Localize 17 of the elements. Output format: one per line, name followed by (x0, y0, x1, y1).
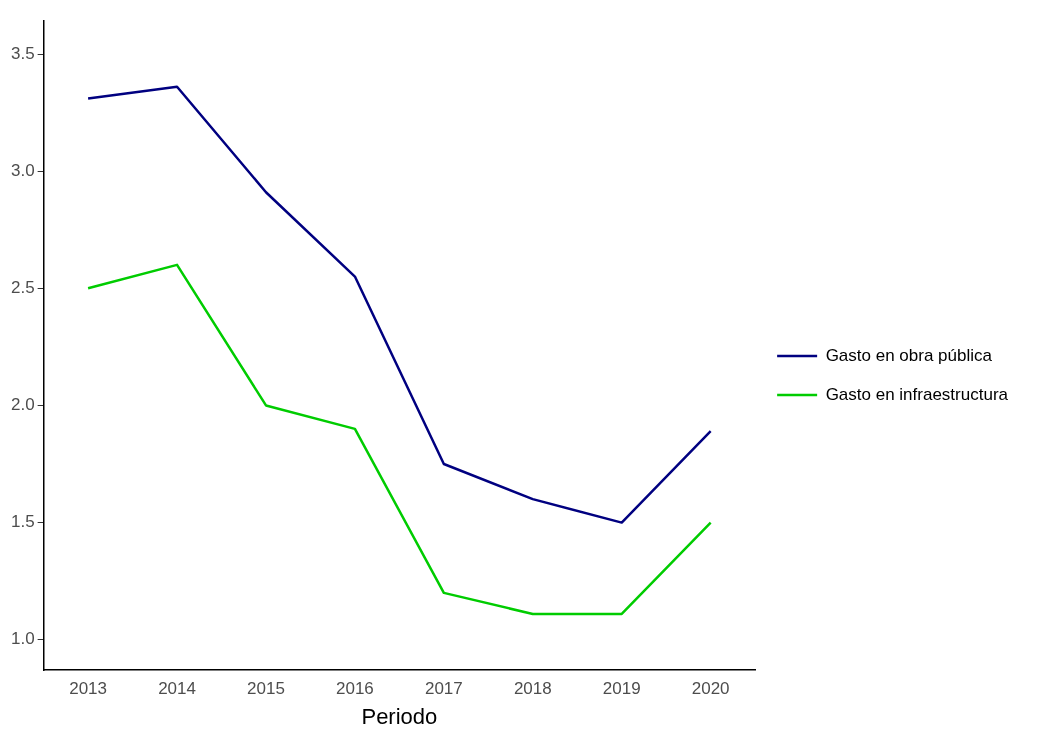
x-tick-label: 2014 (158, 679, 196, 699)
y-tick-label: 3.5 (10, 43, 35, 63)
y-tick-label: 2.5 (10, 277, 35, 297)
legend-label: Gasto en obra pública (825, 345, 993, 365)
x-tick-label: 2016 (336, 679, 374, 699)
x-tick-label: 2013 (69, 679, 108, 699)
x-tick-label: 2019 (602, 679, 641, 699)
y-tick-label: 3.0 (10, 160, 35, 180)
y-tick-label: 1.5 (10, 512, 35, 532)
x-tick-label: 2020 (691, 679, 730, 699)
y-tick-label: 1.0 (10, 629, 35, 649)
y-tick-label: 2.0 (10, 395, 35, 415)
x-tick-label: 2018 (513, 679, 552, 699)
x-tick-label: 2015 (247, 679, 285, 699)
legend-label: Gasto en infraestructura (825, 384, 1009, 404)
x-axis-title: Periodo (361, 703, 438, 729)
x-tick-label: 2017 (424, 679, 463, 699)
